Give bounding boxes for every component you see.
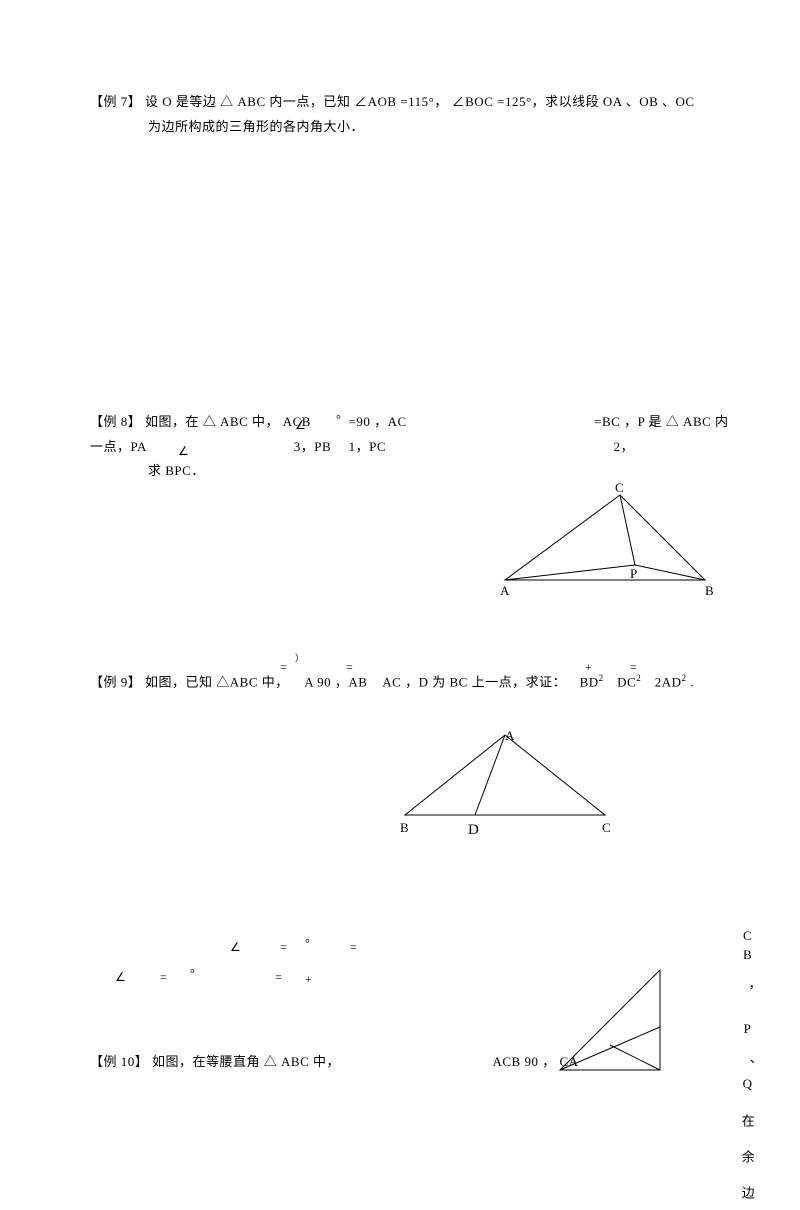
fig10-l1	[560, 1027, 660, 1070]
p9-eq3: =	[630, 656, 637, 679]
problem-9-label: 【例 9】	[90, 674, 141, 689]
problem-7-line2: 为边所构成的三角形的各内角大小．	[148, 119, 364, 134]
sc-deg-1: °	[305, 936, 310, 951]
fig8-pa	[505, 565, 635, 580]
problem-9: = ） = + = 【例 9】 如图，已知 △ABC 中， A 90 ，AB A…	[90, 670, 745, 910]
fig9-label-c: C	[602, 820, 611, 835]
p8-angle2: ∠	[178, 440, 189, 463]
p8-t5: 一点，PA	[90, 439, 146, 454]
problem-10: 【例 10】 如图，在等腰直角 △ ABC 中， ACB 90 ， CA	[90, 1050, 745, 1075]
fig10-l2	[610, 1045, 660, 1070]
fig9-label-d: D	[468, 822, 479, 838]
problem-7-line1: 设 O 是等边 △ ABC 内一点，已知 ∠AOB =115°， ∠BOC =1…	[145, 94, 695, 109]
p8-t9: 求 BPC．	[148, 463, 205, 478]
problem-7-text: 【例 7】 设 O 是等边 △ ABC 内一点，已知 ∠AOB =115°， ∠…	[90, 90, 745, 139]
p8-t3: =90 ，AC	[348, 414, 406, 429]
problem-10-label: 【例 10】	[90, 1054, 148, 1069]
p9-rp: ）	[295, 650, 305, 667]
p9-t1: 如图，已知 △ABC 中，	[145, 674, 289, 689]
sc-eq-1: =	[280, 940, 287, 955]
p8-t8: 2，	[614, 439, 635, 454]
problem-7: 【例 7】 设 O 是等边 △ ABC 内一点，已知 ∠AOB =115°， ∠…	[90, 90, 745, 380]
p8-eq-pp: =	[649, 413, 656, 436]
sc-plus-1: +	[305, 972, 312, 987]
problem-8-label: 【例 8】	[90, 414, 141, 429]
sc-eq-4: =	[275, 970, 282, 985]
problem-9-text: = ） = + = 【例 9】 如图，已知 △ABC 中， A 90 ，AB A…	[90, 670, 745, 695]
problem-7-label: 【例 7】	[90, 94, 141, 109]
figure-9: B D C A	[390, 720, 620, 840]
fig8-triangle	[505, 495, 705, 580]
fig8-pc	[620, 495, 635, 565]
sc-angle-1: ∠	[230, 940, 241, 955]
fig8-label-b: B	[705, 583, 714, 598]
fig8-label-c: C	[615, 480, 624, 495]
sc-deg-2: °	[190, 966, 195, 981]
fig9-label-b: B	[400, 820, 409, 835]
p8-t4: =BC ，P 是 △ ABC 内	[594, 414, 728, 429]
p9-t6: 2AD	[655, 674, 682, 689]
p8-t6: 3，PB	[294, 439, 331, 454]
p9-s1: 2	[599, 673, 604, 683]
fig8-pb	[635, 565, 705, 580]
p9-t2: A 90 ，AB	[304, 674, 367, 689]
sc-angle-2: ∠	[115, 970, 126, 985]
p8-angle1: ∠	[295, 414, 306, 437]
p8-t7: 1，PC	[349, 439, 386, 454]
p9-t7: .	[690, 674, 694, 689]
p8-deg1: °	[336, 408, 341, 431]
p9-t3: AC ，D 为 BC 上一点，求证：	[382, 674, 566, 689]
problem-8-text: 【例 8】 如图，在 △ ABC 中， ∠ ACB ° =90 ，AC =BC …	[90, 410, 745, 484]
p9-plus: +	[585, 656, 592, 679]
fig8-label-p: P	[630, 566, 637, 581]
figure-8: A B C P	[495, 480, 725, 610]
sc-eq-3: =	[160, 970, 167, 985]
fig8-label-a: A	[500, 583, 510, 598]
p9-s3: 2	[681, 673, 686, 683]
p9-eq1: =	[280, 656, 287, 679]
p10-t1: 如图，在等腰直角 △ ABC 中，	[152, 1054, 340, 1069]
fig9-triangle	[405, 735, 605, 815]
p8-t1: 如图，在 △ ABC 中，	[145, 414, 279, 429]
fig10-tri	[560, 970, 660, 1070]
fig9-label-a: A	[505, 728, 515, 743]
sc-eq-2: =	[350, 940, 357, 955]
p9-eq2: =	[346, 656, 353, 679]
problem-8: 【例 8】 如图，在 △ ABC 中， ∠ A C B ° =90 ，AC =BC …	[90, 410, 745, 630]
figure-10	[555, 965, 675, 1080]
